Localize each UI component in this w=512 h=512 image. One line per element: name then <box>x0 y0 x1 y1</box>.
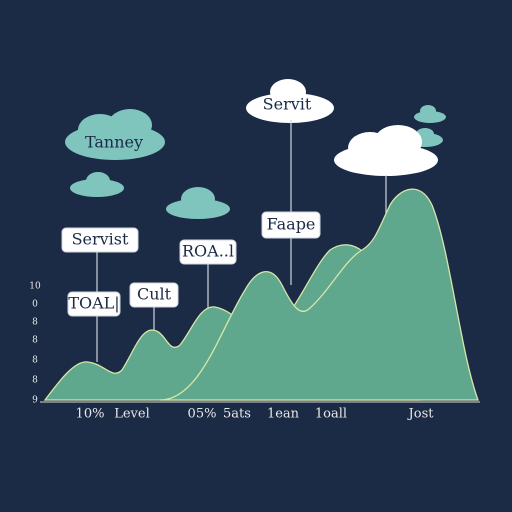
callout-label: Faape <box>267 215 316 234</box>
y-label: 0 <box>32 300 38 310</box>
x-label: 10% <box>76 407 105 422</box>
cloud-label: Tanney <box>85 133 143 152</box>
callout-label: Cult <box>137 285 172 304</box>
y-label: 8 <box>32 318 38 328</box>
x-label: 05% <box>188 407 217 422</box>
callout-box <box>129 282 179 308</box>
y-label: 9 <box>32 396 38 406</box>
y-label: 8 <box>32 356 38 366</box>
cloud <box>65 109 165 160</box>
y-label: 8 <box>32 336 38 346</box>
cloud <box>70 172 124 197</box>
y-label: 8 <box>32 376 38 386</box>
callout-box <box>179 239 237 265</box>
callout-box <box>261 211 321 239</box>
callout-label: ROA..l <box>182 242 234 261</box>
x-label: Jost <box>407 407 435 422</box>
cloud-label: Servit <box>263 95 312 114</box>
callout-label: Servist <box>72 230 129 249</box>
x-label: 1oall <box>315 407 347 422</box>
x-label: 1ean <box>267 407 300 422</box>
x-label: Level <box>114 407 150 422</box>
cloud <box>407 105 446 147</box>
x-label: 5ats <box>223 407 251 422</box>
callout-label: TOAL| <box>68 294 119 313</box>
cloud <box>334 125 438 176</box>
callout-box <box>67 291 121 317</box>
cloud <box>246 79 334 123</box>
callout-box <box>61 227 139 253</box>
cloud <box>166 187 230 219</box>
y-label: 10 <box>29 282 41 292</box>
area-front <box>159 188 479 401</box>
